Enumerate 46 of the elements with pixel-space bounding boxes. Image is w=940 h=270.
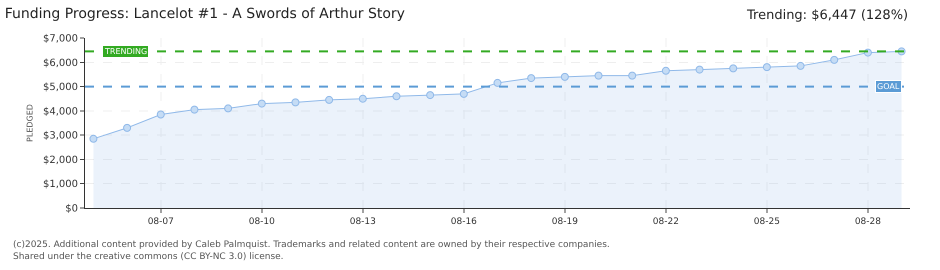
point xyxy=(426,91,434,100)
point xyxy=(594,72,603,80)
x-tick-label: 08-22 xyxy=(652,216,679,227)
point xyxy=(628,72,636,80)
y-tick-label: $0 xyxy=(65,204,78,214)
y-axis-title: PLEDGED xyxy=(26,104,35,142)
x-tick-label: 08-07 xyxy=(148,216,174,227)
point xyxy=(762,63,771,72)
point xyxy=(325,96,334,104)
y-tick-label: $7,000 xyxy=(43,34,78,44)
point xyxy=(560,72,569,81)
text: (c)2025. Additional content provided by Caleb Palmquist. Trademarks and related content are owned by their respective companies. xyxy=(13,240,610,250)
x-tick-label: 08-25 xyxy=(754,216,780,227)
point xyxy=(696,66,704,74)
x-tick-label: 08-10 xyxy=(248,216,276,227)
point xyxy=(258,100,266,108)
x-tick-label: 08-19 xyxy=(552,216,578,227)
point xyxy=(156,110,165,118)
point xyxy=(729,64,738,72)
point xyxy=(494,78,502,87)
point xyxy=(527,74,536,82)
point xyxy=(830,56,838,64)
point xyxy=(224,104,232,112)
chart-subtitle: Trending: $6,447 (128%) xyxy=(746,8,908,23)
point xyxy=(190,106,198,114)
y-tick-label: $2,000 xyxy=(43,154,78,166)
point xyxy=(392,92,400,100)
ref-line-label: TRENDING xyxy=(104,47,148,56)
x-tick-label: 08-28 xyxy=(854,216,882,227)
point xyxy=(460,90,468,98)
ref-line-label: GOAL xyxy=(877,82,900,91)
y-tick-label: $6,000 xyxy=(43,58,78,69)
x-tick-label: 08-16 xyxy=(450,216,478,227)
y-tick-label: $5,000 xyxy=(43,82,78,94)
y-tick-label: $4,000 xyxy=(43,106,78,118)
text: Shared under the creative commons (CC BY-NC 3.0) license. xyxy=(13,252,284,262)
chart-title: Funding Progress: Lancelot #1 - A Swords of Arthur Story xyxy=(4,6,405,22)
point xyxy=(796,62,805,70)
y-tick-label: $1,000 xyxy=(43,179,78,190)
y-tick-label: $3,000 xyxy=(43,130,78,142)
point xyxy=(662,66,670,75)
point xyxy=(123,124,132,132)
point xyxy=(358,94,367,103)
point xyxy=(291,98,300,106)
point xyxy=(89,134,98,143)
x-tick-label: 08-13 xyxy=(350,216,376,227)
